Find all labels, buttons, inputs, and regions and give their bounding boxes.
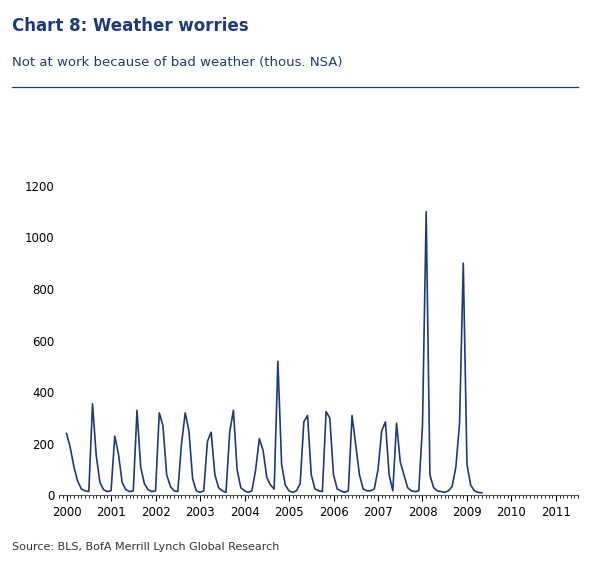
- Text: Not at work because of bad weather (thous. NSA): Not at work because of bad weather (thou…: [12, 56, 342, 69]
- Text: Source: BLS, BofA Merrill Lynch Global Research: Source: BLS, BofA Merrill Lynch Global R…: [12, 542, 279, 552]
- Text: Chart 8: Weather worries: Chart 8: Weather worries: [12, 17, 248, 35]
